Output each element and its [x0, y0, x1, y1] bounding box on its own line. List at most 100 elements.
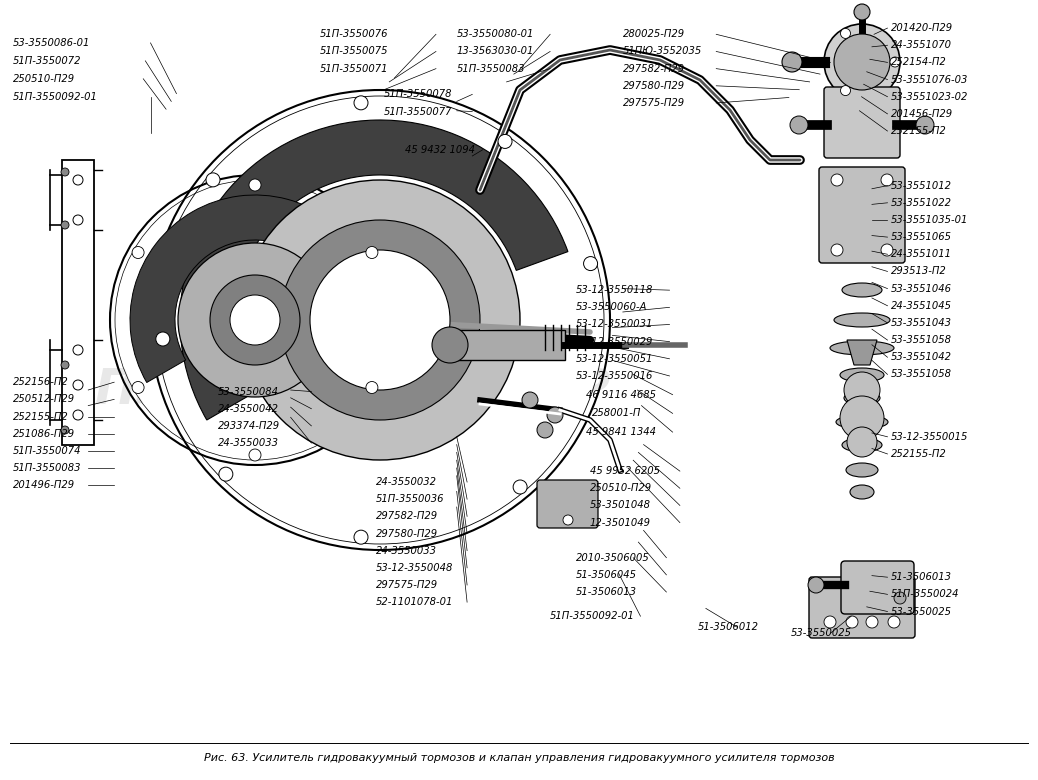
Text: 201456-П29: 201456-П29 — [891, 109, 953, 119]
Text: 13-3563030-01: 13-3563030-01 — [457, 47, 535, 56]
Circle shape — [366, 381, 378, 393]
Circle shape — [881, 244, 893, 256]
Circle shape — [841, 86, 850, 96]
Text: 53-3550025: 53-3550025 — [891, 607, 952, 616]
Text: 53-12-3550029: 53-12-3550029 — [576, 337, 654, 346]
Circle shape — [354, 530, 368, 544]
Text: 251086-П29: 251086-П29 — [12, 429, 75, 438]
Circle shape — [808, 577, 824, 593]
Circle shape — [310, 250, 450, 390]
Circle shape — [866, 616, 878, 628]
Text: 53-3550025: 53-3550025 — [791, 629, 852, 638]
Text: 53-3551012: 53-3551012 — [891, 181, 952, 190]
Text: 252155-П2: 252155-П2 — [891, 449, 947, 459]
Text: 46 9116 4685: 46 9116 4685 — [586, 390, 656, 399]
Text: 51П-3550074: 51П-3550074 — [12, 446, 81, 456]
Circle shape — [73, 345, 83, 355]
Text: 51П-3550071: 51П-3550071 — [320, 64, 388, 73]
Circle shape — [894, 592, 906, 604]
Text: 297582-П29: 297582-П29 — [376, 512, 438, 521]
Text: 45 9952 6205: 45 9952 6205 — [590, 466, 659, 476]
Circle shape — [249, 449, 261, 461]
Text: 293513-П2: 293513-П2 — [891, 267, 947, 276]
Text: 201496-П29: 201496-П29 — [12, 480, 75, 490]
Text: 51ПЮ-3552035: 51ПЮ-3552035 — [623, 47, 702, 56]
Text: 201420-П29: 201420-П29 — [891, 23, 953, 33]
Text: 297575-П29: 297575-П29 — [376, 580, 438, 590]
Circle shape — [824, 616, 836, 628]
Bar — [450, 330, 565, 360]
Ellipse shape — [834, 313, 890, 327]
Circle shape — [177, 243, 332, 397]
Text: 24-3551045: 24-3551045 — [891, 301, 952, 310]
Ellipse shape — [846, 463, 878, 477]
Text: 51-3506012: 51-3506012 — [698, 622, 759, 632]
Text: 297582-П29: 297582-П29 — [623, 64, 685, 73]
Ellipse shape — [836, 415, 887, 429]
Text: 53-3551023-02: 53-3551023-02 — [891, 92, 968, 101]
FancyBboxPatch shape — [824, 87, 900, 158]
Text: 24-3550033: 24-3550033 — [376, 546, 437, 555]
Text: ПЛАНЕТА ХЕЛПЕР: ПЛАНЕТА ХЕЛПЕР — [95, 366, 610, 414]
Text: Рис. 63. Усилитель гидровакуумный тормозов и клапан управления гидровакуумного у: Рис. 63. Усилитель гидровакуумный тормоз… — [203, 753, 835, 763]
Ellipse shape — [844, 391, 880, 405]
Circle shape — [206, 173, 220, 187]
Circle shape — [834, 34, 890, 90]
Text: 53-3551022: 53-3551022 — [891, 198, 952, 207]
Circle shape — [887, 616, 900, 628]
Circle shape — [366, 246, 378, 258]
Circle shape — [831, 174, 843, 186]
Circle shape — [61, 168, 69, 176]
Text: 51П-3550083: 51П-3550083 — [457, 64, 525, 73]
Circle shape — [61, 221, 69, 229]
Text: 297575-П29: 297575-П29 — [623, 98, 685, 108]
Text: 53-3551065: 53-3551065 — [891, 232, 952, 242]
Circle shape — [583, 257, 598, 271]
Text: 53-3551058: 53-3551058 — [891, 335, 952, 345]
Circle shape — [116, 181, 394, 459]
Circle shape — [280, 220, 480, 420]
Circle shape — [840, 396, 884, 440]
Circle shape — [210, 275, 300, 365]
Text: 53-12-3550051: 53-12-3550051 — [576, 354, 654, 363]
Text: 252154-П2: 252154-П2 — [891, 58, 947, 67]
Text: 52-1101078-01: 52-1101078-01 — [376, 597, 454, 607]
Circle shape — [831, 244, 843, 256]
Circle shape — [73, 410, 83, 420]
Circle shape — [132, 381, 144, 393]
Text: 53-3550084: 53-3550084 — [218, 387, 279, 396]
Text: 53-12-3550031: 53-12-3550031 — [576, 320, 654, 329]
Circle shape — [881, 174, 893, 186]
Text: 53-3550060-А: 53-3550060-А — [576, 303, 648, 312]
Text: 51П-3550078: 51П-3550078 — [384, 90, 453, 99]
Text: 53-3550086-01: 53-3550086-01 — [12, 38, 90, 48]
Text: 51П-3550083: 51П-3550083 — [12, 463, 81, 473]
Text: 51П-3550092-01: 51П-3550092-01 — [550, 612, 635, 621]
Text: 53-3551035-01: 53-3551035-01 — [891, 215, 968, 225]
Text: 53-3551046: 53-3551046 — [891, 284, 952, 293]
Text: 24-3550042: 24-3550042 — [218, 404, 279, 413]
Text: 51-3506045: 51-3506045 — [576, 570, 637, 580]
Text: 53-12-3550016: 53-12-3550016 — [576, 371, 654, 381]
FancyBboxPatch shape — [537, 480, 598, 528]
Wedge shape — [130, 195, 363, 382]
Text: 252156-П2: 252156-П2 — [12, 378, 69, 387]
Ellipse shape — [850, 485, 874, 499]
Text: 24-3551011: 24-3551011 — [891, 250, 952, 259]
Circle shape — [61, 426, 69, 434]
Text: 24-3550033: 24-3550033 — [218, 438, 279, 448]
Circle shape — [219, 467, 233, 481]
Text: 252155-П2: 252155-П2 — [891, 126, 947, 136]
Text: 2010-3506005: 2010-3506005 — [576, 553, 650, 562]
Text: 297580-П29: 297580-П29 — [376, 529, 438, 538]
Text: 53-12-3550015: 53-12-3550015 — [891, 432, 968, 441]
Text: 51-3506013: 51-3506013 — [891, 573, 952, 582]
Circle shape — [547, 407, 563, 423]
Circle shape — [824, 24, 900, 100]
Circle shape — [790, 116, 808, 134]
Circle shape — [563, 515, 573, 525]
Circle shape — [73, 380, 83, 390]
Circle shape — [432, 327, 468, 363]
Circle shape — [513, 480, 527, 494]
Circle shape — [782, 52, 802, 72]
